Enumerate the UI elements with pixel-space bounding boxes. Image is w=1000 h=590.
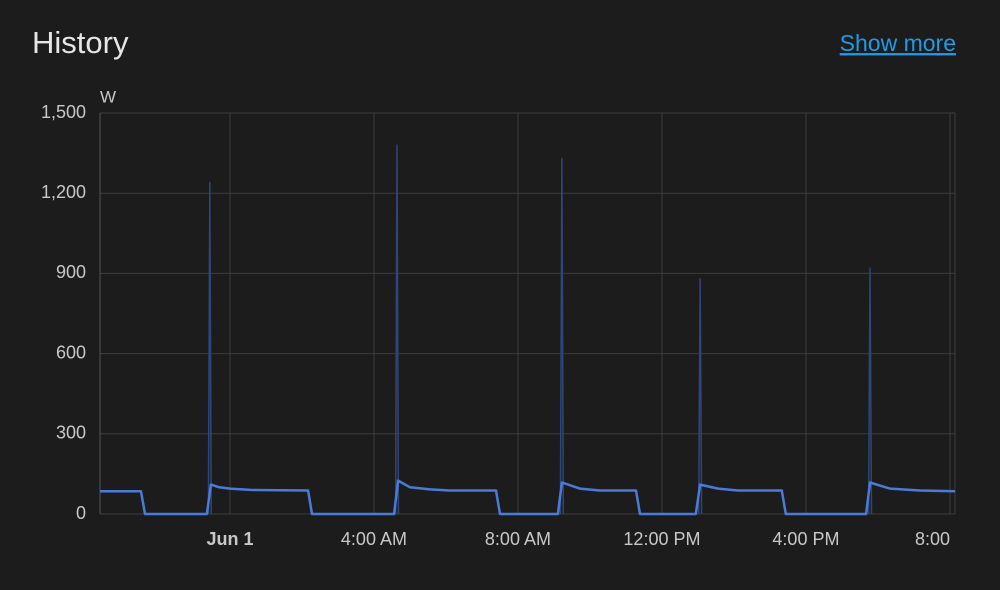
x-tick-label: 4:00 AM xyxy=(341,529,407,549)
y-tick-label: 900 xyxy=(56,262,86,282)
x-tick-label: 8:00 xyxy=(915,529,950,549)
x-tick-label: Jun 1 xyxy=(206,529,253,549)
x-tick-label: 12:00 PM xyxy=(623,529,700,549)
y-tick-label: 0 xyxy=(76,503,86,523)
y-unit: W xyxy=(100,87,116,106)
y-tick-label: 1,200 xyxy=(41,182,86,202)
y-tick-label: 300 xyxy=(56,423,86,443)
card-title: History xyxy=(32,25,129,60)
x-tick-label: 8:00 AM xyxy=(485,529,551,549)
show-more-link[interactable]: Show more xyxy=(840,30,956,56)
data-line xyxy=(100,479,956,516)
data-line xyxy=(207,144,873,515)
y-tick-label: 1,500 xyxy=(41,102,86,122)
y-tick-label: 600 xyxy=(56,342,86,362)
x-tick-label: 4:00 PM xyxy=(772,529,839,549)
